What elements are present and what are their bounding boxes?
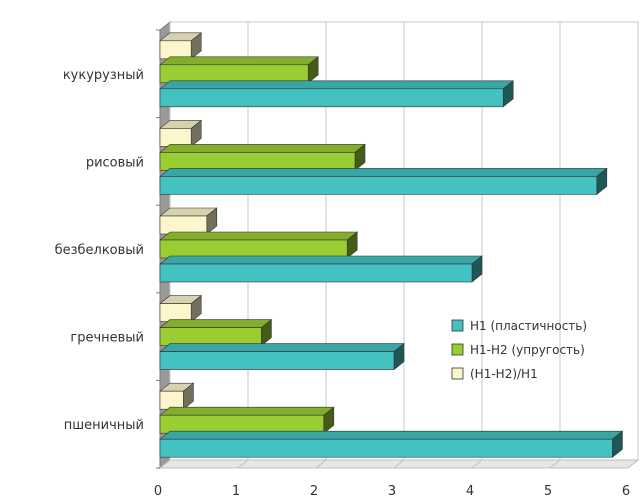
x-tick-label: 6	[622, 484, 630, 499]
legend-label: H1-H2 (упругость)	[470, 343, 585, 357]
x-axis-ticks: 0 1 2 3 4 5 6	[154, 484, 630, 499]
bar	[159, 32, 203, 60]
category-label: гречневый	[70, 331, 144, 346]
category-label: кукурузный	[63, 68, 144, 83]
bar	[159, 80, 515, 108]
bar	[159, 430, 624, 458]
x-tick-label: 3	[388, 484, 396, 499]
bar	[159, 119, 203, 148]
gridline-floor	[549, 459, 561, 469]
bar	[159, 56, 320, 84]
x-tick-label: 2	[310, 484, 318, 499]
category-label: рисовый	[86, 155, 144, 170]
x-tick-label: 0	[154, 484, 162, 499]
legend-label: (H1-H2)/H1	[470, 367, 538, 381]
legend-swatch	[451, 343, 464, 356]
bar	[159, 406, 335, 434]
legend: H1 (пластичность) H1-H2 (упругость) (H1-H2…	[451, 319, 587, 381]
bars	[159, 32, 624, 458]
x-tick-label: 1	[232, 484, 240, 499]
bar	[159, 231, 359, 259]
bar	[159, 318, 273, 347]
x-tick-label: 5	[544, 484, 552, 499]
category-label: пшеничный	[64, 418, 144, 433]
legend-swatch	[451, 319, 464, 332]
gridline-floor	[237, 459, 249, 469]
category-label: безбелковый	[55, 243, 144, 258]
gridline-floor	[315, 459, 327, 469]
bar	[159, 382, 195, 410]
bar	[159, 143, 366, 172]
gridline-floor	[471, 459, 483, 469]
bar	[159, 294, 203, 323]
category-labels: кукурузный рисовый безбелковый гречневый пше…	[55, 68, 144, 433]
legend-swatch	[451, 367, 464, 380]
gridline-floor	[159, 459, 171, 469]
x-tick-label: 4	[466, 484, 474, 499]
legend-label: H1 (пластичность)	[470, 319, 587, 333]
gridline-floor	[393, 459, 405, 469]
gridline-floor	[627, 459, 639, 469]
bar	[159, 342, 405, 371]
bar	[159, 255, 483, 283]
bar	[159, 167, 608, 196]
bar	[159, 207, 218, 235]
